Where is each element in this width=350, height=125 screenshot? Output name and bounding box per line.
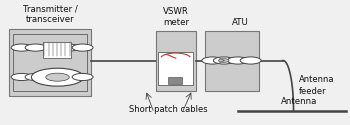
Circle shape [58, 44, 79, 51]
Circle shape [72, 44, 93, 51]
Circle shape [72, 73, 93, 80]
Bar [168, 77, 182, 84]
Circle shape [240, 57, 261, 64]
Bar [205, 31, 259, 91]
Text: Antenna
feeder: Antenna feeder [299, 76, 334, 96]
Bar [9, 29, 91, 96]
Circle shape [46, 73, 69, 81]
Text: Antenna: Antenna [281, 97, 317, 106]
Circle shape [11, 44, 32, 51]
Bar [158, 52, 193, 85]
Text: Short patch cables: Short patch cables [129, 105, 207, 114]
Circle shape [202, 57, 223, 64]
Circle shape [25, 44, 46, 51]
Bar [13, 34, 87, 91]
Circle shape [25, 73, 46, 80]
Circle shape [219, 59, 229, 62]
Circle shape [227, 57, 248, 64]
Bar [43, 42, 71, 58]
Text: Transmitter /
transceiver: Transmitter / transceiver [23, 4, 77, 24]
Circle shape [32, 68, 84, 86]
Circle shape [11, 73, 32, 80]
Text: VSWR
meter: VSWR meter [163, 7, 189, 26]
Text: ATU: ATU [232, 18, 248, 26]
Bar [156, 31, 196, 91]
Circle shape [214, 57, 234, 64]
